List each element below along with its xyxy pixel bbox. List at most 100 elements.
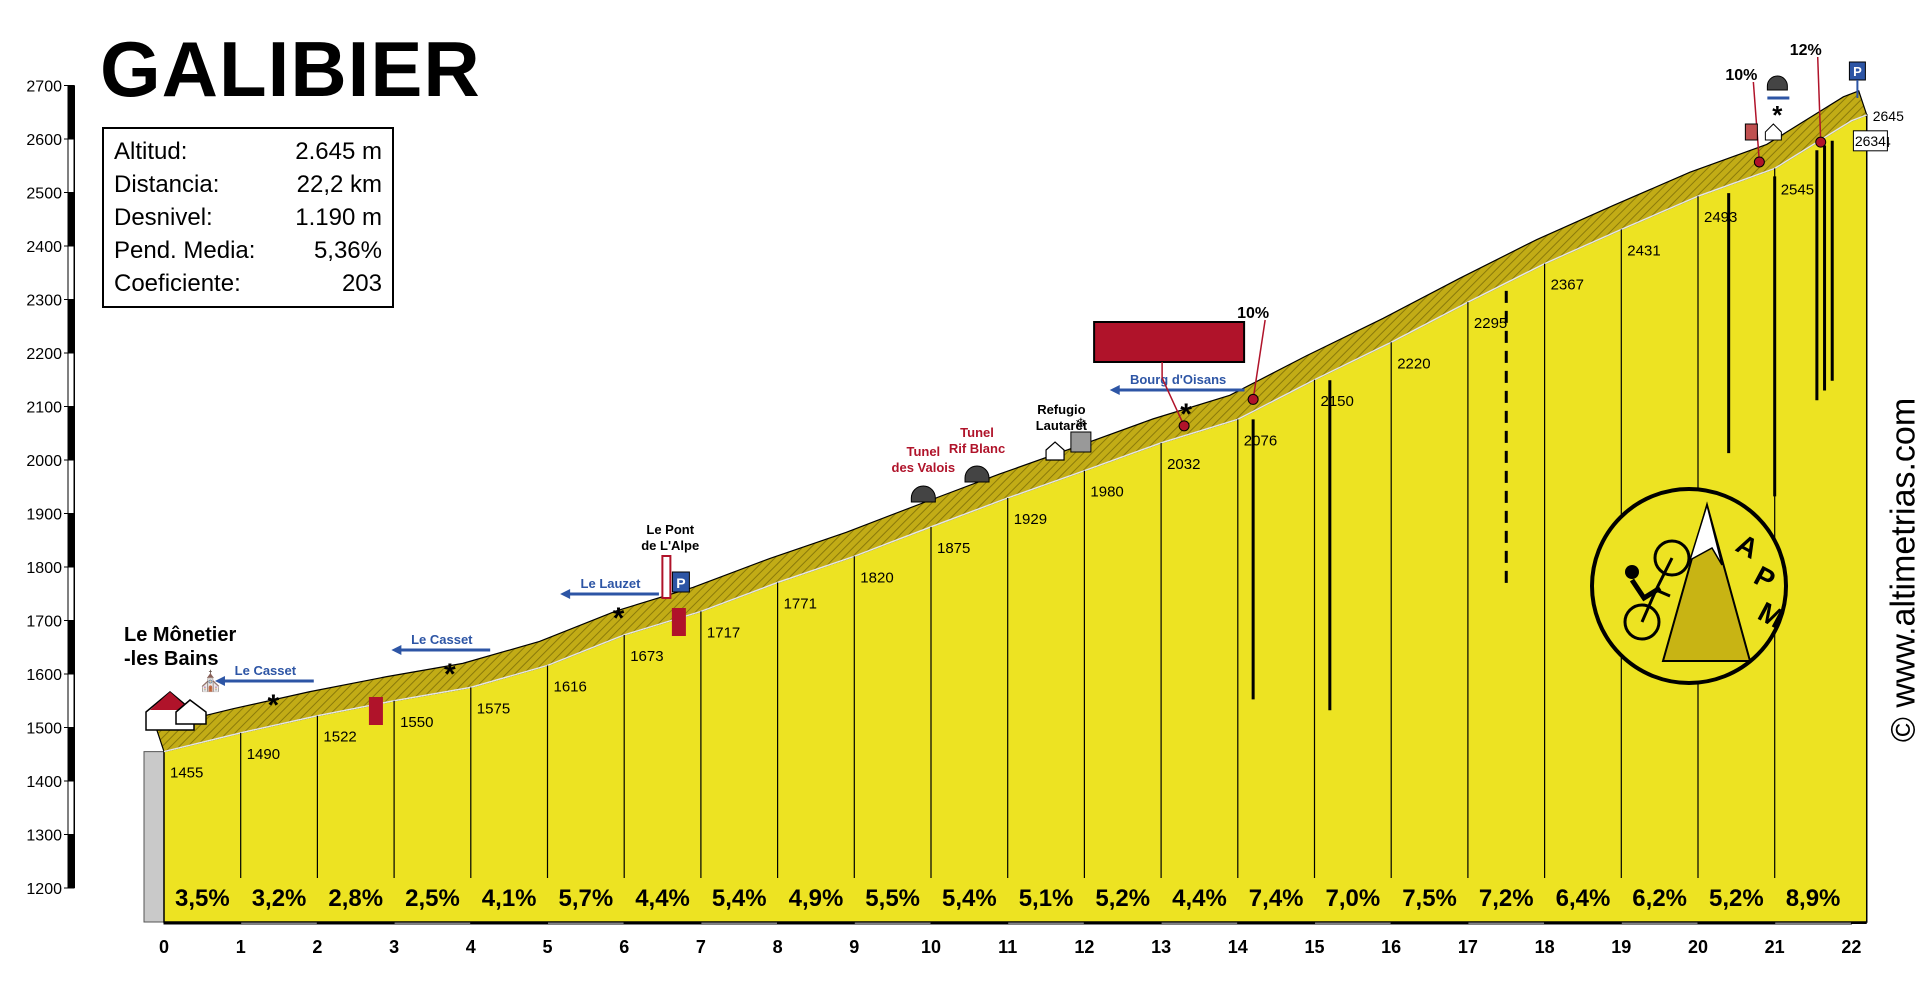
gradient-label: 5,4%: [712, 885, 767, 912]
x-tick-label: 17: [1458, 937, 1478, 957]
y-axis-band: [68, 781, 74, 835]
junction-arrowhead: [1110, 385, 1120, 395]
x-tick-label: 7: [696, 937, 706, 957]
stat-label: Coeficiente:: [114, 267, 241, 300]
y-tick-label: 1200: [26, 881, 62, 898]
y-axis-band: [68, 300, 74, 354]
x-tick-label: 10: [921, 937, 941, 957]
tunnel-icon: [911, 486, 935, 502]
gradient-label: 7,5%: [1402, 885, 1457, 912]
y-axis-band: [68, 674, 74, 728]
viewpoint-icon: *: [268, 689, 280, 722]
altitude-label: 2032: [1167, 456, 1200, 473]
x-tick-label: 6: [619, 937, 629, 957]
viewpoint-icon: *: [444, 658, 456, 691]
x-tick-label: 13: [1151, 937, 1171, 957]
gradient-label: 5,7%: [558, 885, 613, 912]
profile-side: [144, 752, 164, 922]
altitude-label: 1575: [477, 700, 510, 717]
y-axis-band: [68, 567, 74, 621]
gradient-label: 5,1%: [1019, 885, 1074, 912]
monument-icon: [1745, 124, 1757, 140]
stat-coefficient: Coeficiente: 203: [114, 267, 382, 300]
stat-elevation-gain: Desnivel: 1.190 m: [114, 201, 382, 234]
y-axis-band: [68, 728, 74, 782]
stat-value: 5,36%: [314, 234, 382, 267]
x-tick-label: 19: [1611, 937, 1631, 957]
gradient-label: 6,4%: [1556, 885, 1611, 912]
altitude-label: 1771: [784, 596, 817, 613]
tunnel-icon: [965, 466, 989, 482]
start-town-label: -les Bains: [124, 648, 218, 670]
altitude-label: 2367: [1551, 277, 1584, 294]
y-axis-band: [68, 353, 74, 407]
x-tick-label: 3: [389, 937, 399, 957]
col-marker: [1179, 421, 1189, 431]
peak-gradient-label: 10%: [1725, 67, 1757, 84]
x-tick-label: 15: [1304, 937, 1324, 957]
x-tick-label: 5: [542, 937, 552, 957]
x-tick-label: 9: [849, 937, 859, 957]
le-lauzet-label: Le Lauzet: [581, 576, 642, 591]
x-tick-label: 0: [159, 937, 169, 957]
y-tick-label: 1900: [26, 507, 62, 524]
x-tick-label: 8: [773, 937, 783, 957]
le-pont-label: Le Pont: [646, 522, 694, 537]
site-credit: © www.altimetrias.com: [1885, 398, 1920, 742]
x-tick-label: 22: [1841, 937, 1861, 957]
peak-gradient-marker: [1248, 394, 1258, 404]
altitude-label: 2076: [1244, 432, 1277, 449]
y-tick-label: 2000: [26, 453, 62, 470]
y-tick-label: 2400: [26, 239, 62, 256]
gradient-label: 5,5%: [865, 885, 920, 912]
pole-icon: [662, 556, 670, 598]
junction-arrowhead: [391, 645, 401, 655]
col-box: [1094, 322, 1244, 362]
end-altitude-label: 2634: [1855, 133, 1886, 149]
y-axis-band: [68, 193, 74, 247]
altitude-label: 2493: [1704, 209, 1737, 226]
altitude-label: 1820: [860, 569, 893, 586]
altitude-label: 2150: [1321, 393, 1354, 410]
stat-label: Pend. Media:: [114, 234, 255, 267]
altitude-label: 1522: [323, 729, 356, 746]
x-tick-label: 18: [1535, 937, 1555, 957]
tunel-rif-blanc-label: Tunel: [960, 425, 994, 440]
gradient-label: 8,9%: [1786, 885, 1841, 912]
x-tick-label: 20: [1688, 937, 1708, 957]
y-axis-band: [68, 246, 74, 300]
altitude-label: 1980: [1090, 484, 1123, 501]
altitude-label: 1550: [400, 714, 433, 731]
gradient-label: 3,2%: [252, 885, 307, 912]
x-tick-label: 12: [1074, 937, 1094, 957]
altitude-label: 1717: [707, 624, 740, 641]
y-axis-band: [68, 460, 74, 514]
stat-label: Altitud:: [114, 135, 187, 168]
le-casset-2-label: Le Casset: [411, 632, 473, 647]
viewpoint-icon: *: [613, 602, 625, 635]
stat-value: 22,2 km: [297, 168, 382, 201]
bourg-doisans-label: Bourg d'Oisans: [1130, 372, 1226, 387]
tunel-rif-blanc-label: Rif Blanc: [949, 441, 1005, 456]
y-tick-label: 1500: [26, 721, 62, 738]
stat-value: 1.190 m: [295, 201, 382, 234]
summit-altitude-label: 2645: [1873, 108, 1904, 124]
x-tick-label: 21: [1765, 937, 1785, 957]
gradient-label: 6,2%: [1632, 885, 1687, 912]
peak-gradient-label: 12%: [1790, 42, 1822, 59]
y-tick-label: 1800: [26, 560, 62, 577]
apm-logo: A P M: [1592, 489, 1788, 683]
parking-icon-letter: P: [1853, 64, 1862, 79]
profile-body: [144, 91, 1867, 922]
altitude-label: 1616: [554, 678, 587, 695]
stats-box: Altitud: 2.645 m Distancia: 22,2 km Desn…: [102, 127, 394, 308]
stat-average-gradient: Pend. Media: 5,36%: [114, 234, 382, 267]
stat-value: 2.645 m: [295, 135, 382, 168]
y-axis-band: [68, 835, 74, 889]
x-tick-label: 1: [236, 937, 246, 957]
y-tick-label: 1700: [26, 614, 62, 631]
altitude-label: 1455: [170, 765, 203, 782]
stat-value: 203: [342, 267, 382, 300]
gradient-label: 4,9%: [789, 885, 844, 912]
y-tick-label: 1400: [26, 774, 62, 791]
